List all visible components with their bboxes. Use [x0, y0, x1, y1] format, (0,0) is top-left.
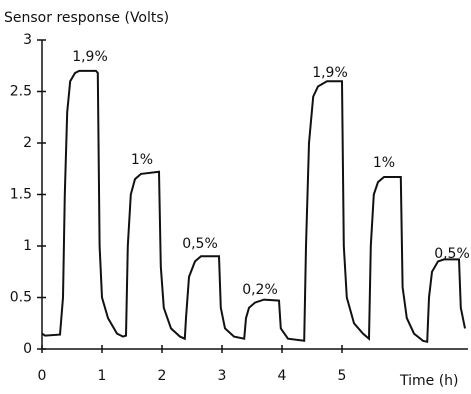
y-tick-label: 0: [23, 341, 32, 357]
annotation: 0,5%: [434, 246, 470, 262]
sensor-line: [41, 69, 466, 344]
y-tick-label: 0.5: [10, 290, 32, 306]
annotation: 0,5%: [182, 236, 218, 252]
x-tick-label: 4: [278, 368, 287, 384]
x-axis-label: Time (h): [399, 373, 459, 389]
y-tick-label: 2.5: [10, 84, 32, 100]
annotation: 1,9%: [312, 65, 348, 81]
y-axis-label: Sensor response (Volts): [4, 10, 169, 26]
y-tick-label: 1.5: [10, 187, 32, 203]
annotation: 1%: [131, 152, 153, 168]
annotation: 0,2%: [242, 282, 278, 298]
x-tick-label: 1: [98, 368, 107, 384]
x-tick-label: 5: [338, 368, 347, 384]
annotation: 1,9%: [72, 49, 108, 65]
x-tick-label: 3: [218, 368, 227, 384]
y-tick-label: 2: [23, 135, 32, 151]
y-tick-label: 1: [23, 238, 32, 254]
x-tick-label: 2: [158, 368, 167, 384]
x-tick-label: 0: [38, 368, 47, 384]
y-tick-label: 3: [23, 32, 32, 48]
annotation: 1%: [373, 155, 395, 171]
